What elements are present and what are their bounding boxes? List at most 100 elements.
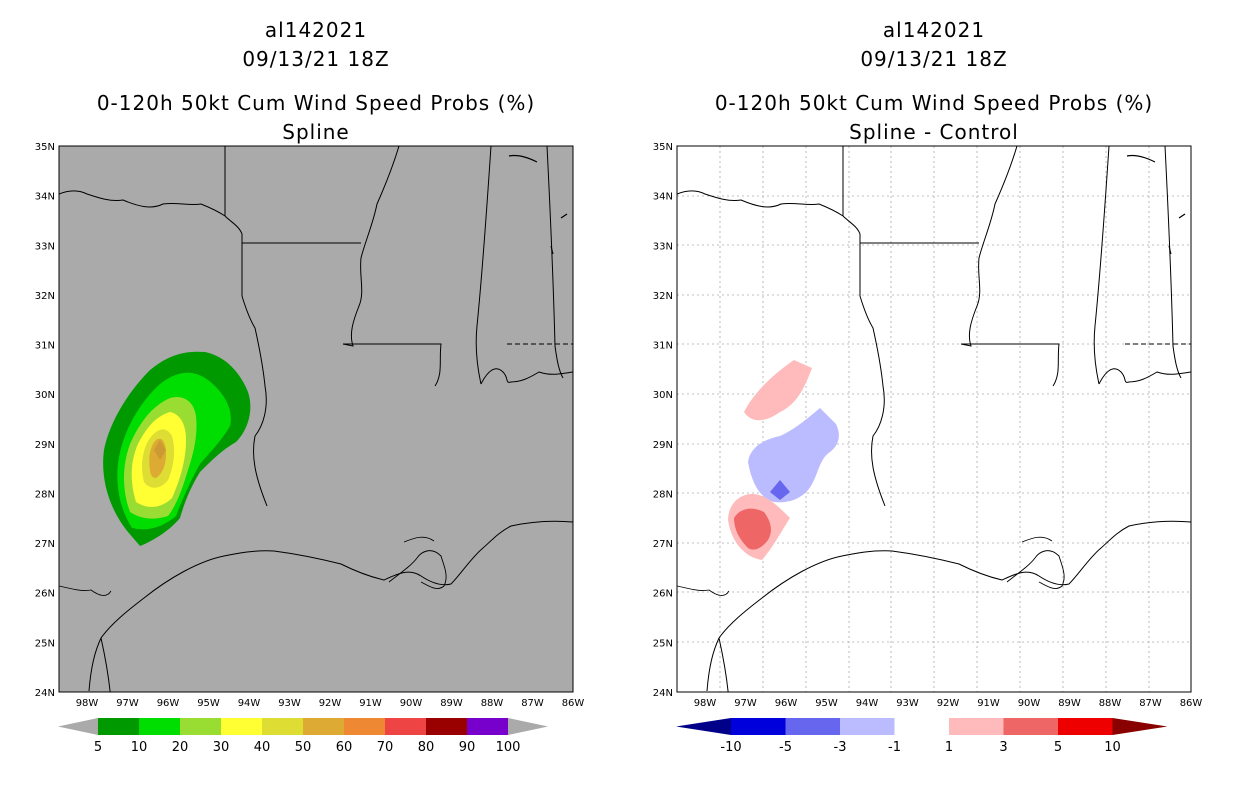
- left-lon-label: 90W: [400, 698, 423, 709]
- right-lat-label: 26N: [653, 589, 673, 600]
- left-lat-label: 25N: [35, 638, 55, 649]
- diff-pos-1-north: [744, 360, 812, 421]
- right-map: [676, 145, 1192, 693]
- right-colorbar: -10 -5 -3 -1 1 3 5 10: [676, 718, 1168, 755]
- colorbar-left-swatch: [385, 718, 426, 735]
- left-lon-label: 89W: [440, 698, 463, 709]
- right-lon-label: 98W: [694, 698, 717, 709]
- right-lat-label: 34N: [653, 192, 673, 203]
- right-lon-label: 94W: [856, 698, 879, 709]
- right-map-frame: [676, 145, 1192, 693]
- colorbar-right-high-arrow: [1112, 718, 1168, 735]
- colorbar-left-swatch: [303, 718, 344, 735]
- colorbar-left-swatch: [139, 718, 180, 735]
- right-lat-label: 35N: [653, 142, 673, 153]
- colorbar-left-label: 10: [131, 740, 148, 755]
- right-lon-label: 90W: [1018, 698, 1041, 709]
- colorbar-left-label: 80: [418, 740, 435, 755]
- colorbar-left-label: 20: [172, 740, 189, 755]
- colorbar-left-swatch: [98, 718, 139, 735]
- right-product: 0-120h 50kt Cum Wind Speed Probs (%): [714, 91, 1154, 115]
- left-product: 0-120h 50kt Cum Wind Speed Probs (%): [96, 91, 536, 115]
- diff-neg-3: [770, 480, 790, 500]
- left-datetime: 09/13/21 18Z: [242, 47, 390, 71]
- colorbar-right-swatch: [785, 718, 840, 735]
- right-lon-label: 97W: [734, 698, 757, 709]
- left-lon-label: 88W: [481, 698, 504, 709]
- colorbar-right-label: -3: [834, 740, 847, 755]
- left-storm-id: al142021: [264, 18, 368, 42]
- left-lat-label: 31N: [35, 341, 55, 352]
- left-lat-label: 33N: [35, 241, 55, 252]
- right-lon-label: 95W: [815, 698, 838, 709]
- colorbar-left-swatch: [180, 718, 221, 735]
- colorbar-right-swatch: [1003, 718, 1058, 735]
- right-lat-label: 30N: [653, 390, 673, 401]
- right-lat-label: 32N: [653, 291, 673, 302]
- prob-band-peak: [154, 440, 166, 460]
- colorbar-left-arrow: [58, 718, 98, 735]
- colorbar-right-label: 3: [999, 740, 1007, 755]
- axis-labels: 35N 34N 33N 32N 31N 30N 29N 28N 27N 26N 25N 24N 98W 9…: [35, 142, 1203, 709]
- left-lon-label: 91W: [359, 698, 382, 709]
- colorbar-left-swatch: [221, 718, 262, 735]
- right-storm-id: al142021: [882, 18, 986, 42]
- right-lon-label: 91W: [977, 698, 1000, 709]
- colorbar-left-label: 100: [496, 740, 521, 755]
- colorbar-right-label: 1: [945, 740, 953, 755]
- colorbar-right-low-arrow: [676, 718, 731, 735]
- left-lon-label: 93W: [278, 698, 301, 709]
- left-lat-label: 29N: [35, 440, 55, 451]
- right-lat-label: 29N: [653, 440, 673, 451]
- right-panel-title: al142021 09/13/21 18Z 0-120h 50kt Cum Wi…: [677, 16, 1191, 147]
- left-lat-label: 34N: [35, 192, 55, 203]
- colorbar-right-arrow: [508, 718, 548, 735]
- colorbar-right-swatch: [840, 718, 895, 735]
- right-difference-field: [728, 360, 839, 560]
- left-subtitle: Spline: [282, 120, 350, 144]
- colorbar-left-swatch: [467, 718, 508, 735]
- left-lat-label: 26N: [35, 589, 55, 600]
- colorbar-right-label: 5: [1054, 740, 1062, 755]
- colorbar-left-label: 50: [295, 740, 312, 755]
- left-lon-label: 98W: [76, 698, 99, 709]
- colorbar-right-label: -1: [888, 740, 901, 755]
- left-lon-label: 97W: [116, 698, 139, 709]
- left-map-frame: [58, 145, 574, 693]
- left-lon-label: 95W: [197, 698, 220, 709]
- right-lat-label: 27N: [653, 539, 673, 550]
- right-lon-label: 87W: [1139, 698, 1162, 709]
- left-lon-label: 92W: [319, 698, 342, 709]
- diff-pos-3: [734, 508, 771, 550]
- right-lat-label: 31N: [653, 341, 673, 352]
- right-lon-label: 93W: [896, 698, 919, 709]
- left-lat-label: 27N: [35, 539, 55, 550]
- colorbar-left-label: 90: [459, 740, 476, 755]
- right-subtitle: Spline - Control: [849, 120, 1019, 144]
- diff-neg-1: [748, 408, 839, 503]
- right-lat-label: 25N: [653, 638, 673, 649]
- colorbar-right-swatch: [949, 718, 1004, 735]
- right-lon-label: 96W: [775, 698, 798, 709]
- colorbar-left-label: 40: [254, 740, 271, 755]
- colorbar-left-label: 70: [377, 740, 394, 755]
- colorbar-right-swatch: [894, 718, 949, 735]
- left-lon-label: 87W: [521, 698, 544, 709]
- colorbar-right-swatch: [1058, 718, 1113, 735]
- right-gridlines: [677, 146, 1191, 692]
- colorbar-right-label: -10: [720, 740, 741, 755]
- left-panel-title: al142021 09/13/21 18Z 0-120h 50kt Cum Wi…: [59, 16, 573, 147]
- colorbar-left-label: 5: [94, 740, 102, 755]
- left-lat-label: 30N: [35, 390, 55, 401]
- right-lon-label: 86W: [1180, 698, 1203, 709]
- right-datetime: 09/13/21 18Z: [860, 47, 1008, 71]
- right-lon-label: 89W: [1058, 698, 1081, 709]
- left-colorbar: 5 10 20 30 40 50 60 70 80 90 100: [58, 718, 548, 755]
- colorbar-right-label: -5: [779, 740, 792, 755]
- left-lon-label: 86W: [562, 698, 585, 709]
- colorbar-left-label: 30: [213, 740, 230, 755]
- right-lon-label: 92W: [937, 698, 960, 709]
- right-lat-label: 33N: [653, 241, 673, 252]
- right-lon-label: 88W: [1099, 698, 1122, 709]
